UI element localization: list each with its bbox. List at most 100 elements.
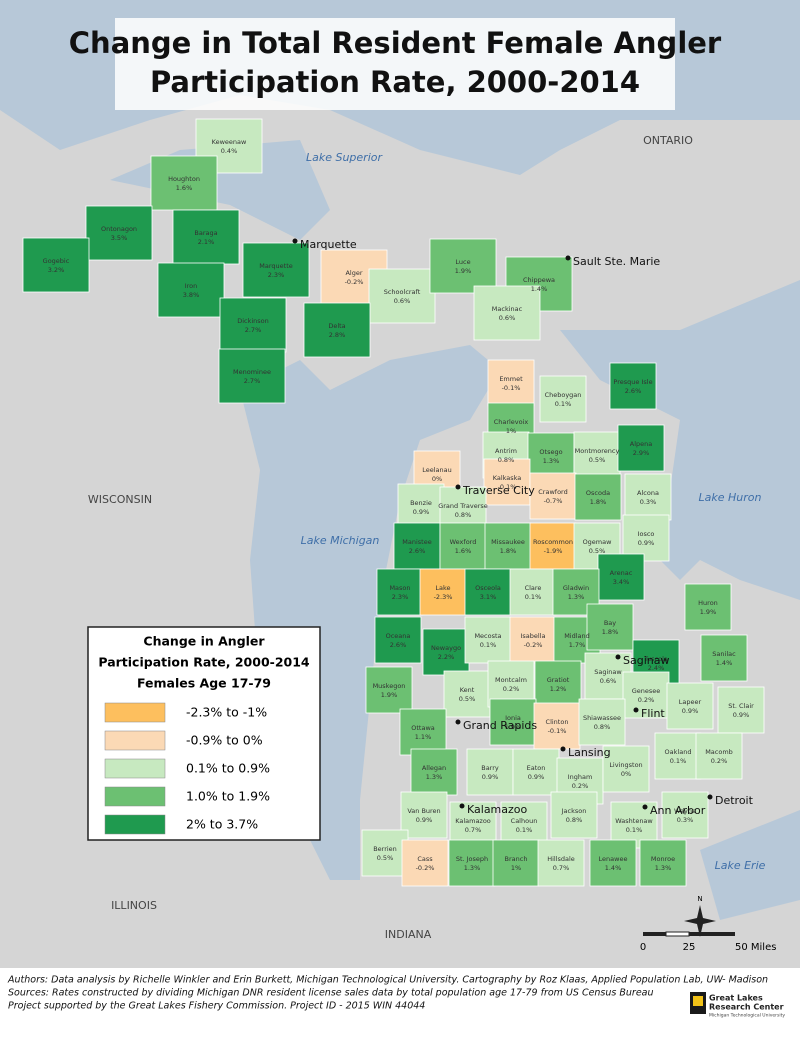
county-name: Ottawa (411, 724, 435, 732)
county-area (464, 568, 512, 616)
county-name: Schoolcraft (384, 288, 421, 296)
county-name: Antrim (495, 447, 517, 455)
county-area (609, 362, 657, 410)
county-value: 0.9% (528, 773, 545, 781)
labels: Keweenaw0.4%Houghton1.6%Ontonagon3.5%Bar… (43, 134, 766, 941)
county-value: 0.9% (413, 508, 430, 516)
county-name: Shiawassee (583, 714, 621, 722)
county-name: Emmet (499, 375, 523, 383)
county-area (509, 568, 557, 616)
county-value: -0.1% (502, 384, 521, 392)
county-area (487, 359, 535, 407)
county-value: 2.3% (268, 271, 285, 279)
county-name: Berrien (373, 845, 397, 853)
county-value: 2.9% (633, 449, 650, 457)
county-area (410, 748, 458, 796)
county-value: 0.2% (572, 782, 589, 790)
county-area (376, 568, 424, 616)
water-label: Lake Superior (306, 151, 384, 164)
county-value: 0.9% (733, 711, 750, 719)
county-value: 3.8% (183, 291, 200, 299)
county-value: 1.8% (602, 628, 619, 636)
county-name: Missaukee (491, 538, 525, 546)
county-area (574, 473, 622, 521)
county-value: 1.7% (569, 641, 586, 649)
county-area (684, 583, 732, 631)
county-name: Chippewa (523, 276, 555, 284)
county-name: Luce (455, 258, 470, 266)
legend-label: 2% to 3.7% (186, 817, 258, 832)
north-label: N (697, 895, 702, 903)
county-value: 1.3% (426, 773, 443, 781)
water-label: Lake Michigan (301, 534, 380, 547)
county-value: 0.4% (221, 147, 238, 155)
county-value: 0.8% (566, 816, 583, 824)
county-name: Manistee (402, 538, 431, 546)
county-area (492, 839, 540, 887)
county-value: 0.8% (498, 456, 515, 464)
county-value: 1.4% (531, 285, 548, 293)
county-value: 0.1% (480, 641, 497, 649)
county-value: -1.9% (544, 547, 563, 555)
logo-text: Research Center (709, 1003, 784, 1012)
county-area (578, 698, 626, 746)
county-area (573, 522, 621, 570)
city-label: Flint (641, 707, 665, 720)
county-area (695, 732, 743, 780)
county-area (150, 155, 218, 211)
county-value: 0.9% (638, 539, 655, 547)
county-value: 1.8% (590, 498, 607, 506)
county-value: 0.2% (503, 685, 520, 693)
county-name: Crawford (538, 488, 567, 496)
county-area (654, 732, 702, 780)
county-value: 1.8% (500, 547, 517, 555)
county-name: Dickinson (237, 317, 269, 325)
logo-text: Great Lakes (709, 994, 763, 1003)
city-label: Kalamazoo (467, 803, 528, 816)
legend-title: Change in Angler (143, 634, 265, 649)
legend-label: 1.0% to 1.9% (186, 789, 270, 804)
county-area (419, 568, 467, 616)
city-dot (633, 707, 639, 713)
county-name: Alcona (637, 489, 659, 497)
county-area (219, 297, 287, 353)
county-name: Eaton (527, 764, 546, 772)
county-value: 2.6% (390, 641, 407, 649)
county-value: 1.2% (550, 685, 567, 693)
county-area (22, 237, 90, 293)
county-area (539, 375, 587, 423)
county-area (466, 748, 514, 796)
county-name: Ogemaw (583, 538, 613, 546)
lake-huron (560, 280, 800, 600)
county-value: 1.9% (700, 608, 717, 616)
legend: Change in Angler Participation Rate, 2000… (98, 634, 310, 835)
county-area (368, 268, 436, 324)
county-name: Isabella (520, 632, 545, 640)
county-value: 0.3% (677, 816, 694, 824)
county-value: 0% (621, 770, 631, 778)
county-name: Sanilac (712, 650, 736, 658)
county-area (365, 666, 413, 714)
county-value: 0.1% (516, 826, 533, 834)
county-area (464, 616, 512, 664)
county-name: Lapeer (679, 698, 702, 706)
county-value: 2.2% (438, 653, 455, 661)
legend-swatch (104, 702, 166, 723)
footer-line: Authors: Data analysis by Richelle Winkl… (7, 975, 768, 986)
county-name: Wexford (450, 538, 477, 546)
county-area (443, 670, 491, 718)
county-area (489, 698, 537, 746)
county-name: Ionia (505, 714, 521, 722)
county-value: 2.7% (245, 326, 262, 334)
county-value: -2.3% (434, 593, 453, 601)
county-value: 0.7% (553, 864, 570, 872)
county-name: Clare (525, 584, 542, 592)
county-area (639, 839, 687, 887)
county-value: 2.4% (648, 664, 665, 672)
county-area (661, 791, 709, 839)
county-name: Mason (389, 584, 410, 592)
county-name: Arenac (610, 569, 633, 577)
county-value: 3.4% (613, 578, 630, 586)
county-name: Gladwin (563, 584, 589, 592)
footer-line: Project supported by the Great Lakes Fis… (8, 1001, 425, 1012)
